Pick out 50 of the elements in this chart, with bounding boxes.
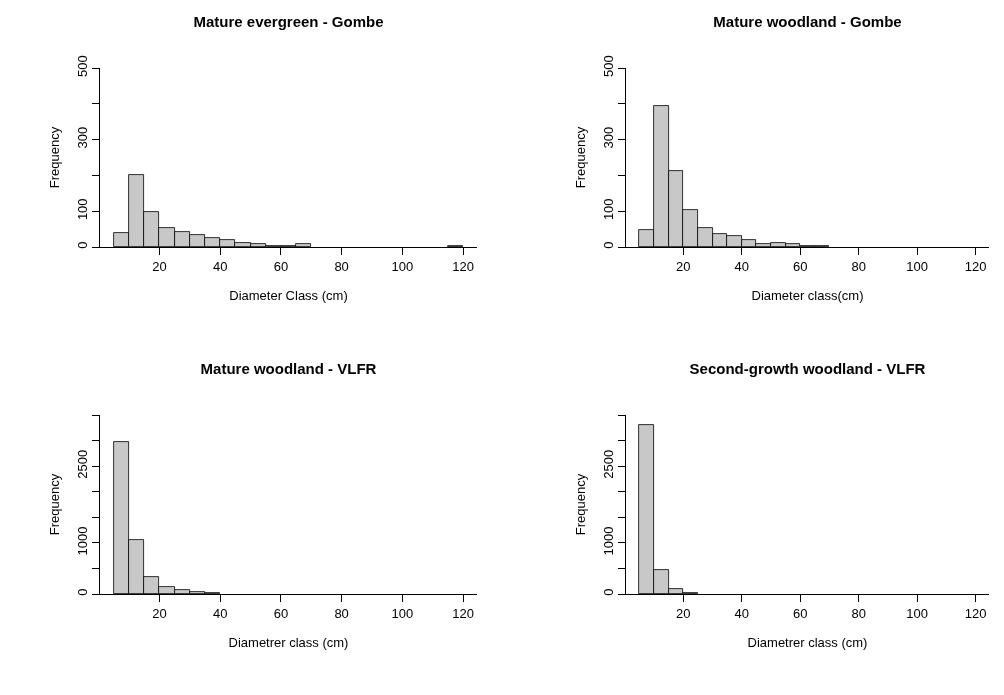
- y-tick-label: 0: [74, 588, 90, 596]
- chart-title: Mature woodland - VLFR: [200, 360, 377, 378]
- x-tick-label: 20: [676, 258, 691, 274]
- y-tick-label: 300: [74, 126, 90, 149]
- chart-title: Second-growth woodland - VLFR: [689, 360, 926, 378]
- y-tick-label: 500: [600, 55, 616, 77]
- x-tick-label: 80: [334, 605, 349, 621]
- y-tick-label: 100: [600, 198, 616, 221]
- chart-title: Mature evergreen - Gombe: [193, 13, 384, 31]
- x-tick-label: 120: [964, 605, 987, 621]
- x-tick-label: 80: [851, 605, 866, 621]
- y-tick-label: 2500: [600, 449, 616, 479]
- x-tick-label: 60: [792, 605, 808, 621]
- x-tick-label: 20: [152, 605, 167, 621]
- y-tick-label: 2500: [74, 449, 90, 479]
- x-tick-label: 120: [452, 258, 474, 274]
- x-tick-label: 20: [676, 605, 691, 621]
- y-tick-label: 0: [600, 588, 616, 596]
- x-tick-label: 80: [334, 258, 349, 274]
- y-tick-label: 100: [74, 198, 90, 221]
- x-tick-label: 40: [212, 258, 228, 274]
- x-tick-label: 60: [273, 605, 289, 621]
- y-axis-title: Frequency: [572, 126, 588, 189]
- x-axis-title: Diametrer class (cm): [228, 635, 349, 651]
- x-tick-label: 100: [906, 258, 928, 274]
- x-tick-label: 100: [391, 258, 414, 274]
- y-tick-label: 0: [600, 241, 616, 249]
- x-tick-label: 100: [906, 605, 928, 621]
- y-tick-label: 0: [74, 241, 90, 249]
- x-tick-label: 100: [391, 605, 414, 621]
- x-tick-label: 20: [152, 258, 167, 274]
- x-axis-title: Diameter class(cm): [751, 288, 864, 304]
- y-axis-title: Frequency: [46, 473, 62, 536]
- y-tick-label: 500: [74, 55, 90, 77]
- x-tick-label: 60: [792, 258, 808, 274]
- chart-title: Mature woodland - Gombe: [713, 13, 902, 31]
- x-tick-label: 40: [212, 605, 228, 621]
- x-axis-title: Diameter Class (cm): [229, 288, 348, 304]
- y-tick-label: 300: [600, 126, 616, 149]
- x-tick-label: 80: [851, 258, 866, 274]
- y-tick-label: 1000: [600, 526, 616, 556]
- x-tick-label: 40: [734, 605, 749, 621]
- x-tick-label: 60: [273, 258, 289, 274]
- y-tick-label: 1000: [74, 526, 90, 556]
- x-axis-title: Diametrer class (cm): [747, 635, 868, 651]
- x-tick-label: 40: [734, 258, 749, 274]
- x-tick-label: 120: [452, 605, 474, 621]
- y-axis-title: Frequency: [572, 473, 588, 536]
- y-axis-title: Frequency: [46, 126, 62, 189]
- x-tick-label: 120: [964, 258, 987, 274]
